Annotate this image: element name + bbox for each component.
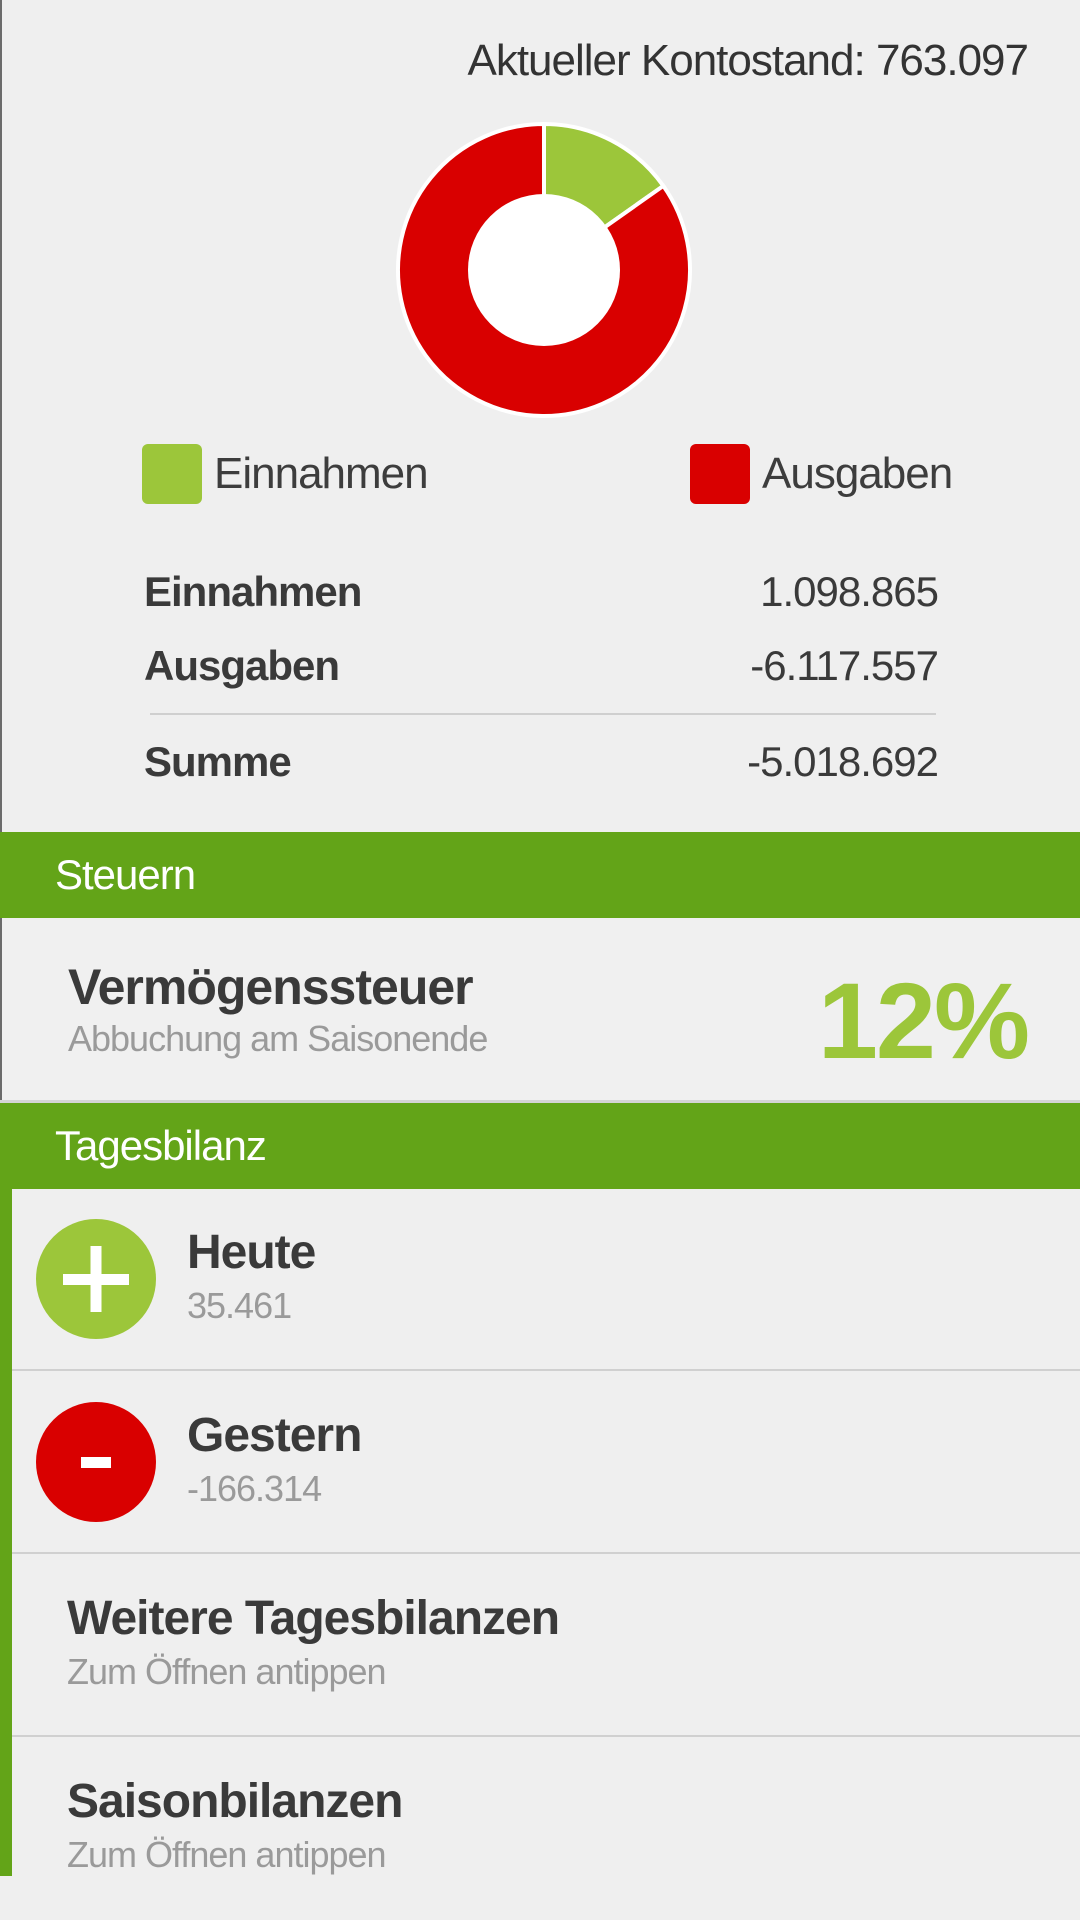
yesterday-value: -166.314 — [187, 1468, 322, 1509]
legend-income: Einnahmen — [142, 444, 429, 504]
income-label: Einnahmen — [144, 568, 362, 615]
more-daily-balances-title: Weitere Tagesbilanzen — [67, 1592, 560, 1645]
season-balances-title: Saisonbilanzen — [67, 1775, 403, 1828]
legend-income-label: Einnahmen — [214, 449, 429, 498]
expenses-label: Ausgaben — [144, 642, 340, 689]
list-item-more-daily-balances[interactable]: Weitere Tagesbilanzen Zum Öffnen antippe… — [12, 1555, 1080, 1737]
season-balances-subtitle: Zum Öffnen antippen — [67, 1834, 387, 1875]
more-daily-balances-subtitle: Zum Öffnen antippen — [67, 1651, 387, 1692]
donut-hole — [468, 194, 620, 346]
wealth-tax-card[interactable]: Vermögenssteuer Abbuchung am Saisonende … — [0, 918, 1080, 1101]
legend-expenses-swatch — [690, 444, 750, 504]
summary-panel: Aktueller Kontostand: 763.097 Einnahmen … — [0, 0, 1080, 832]
income-value: 1.098.865 — [760, 568, 939, 615]
sum-value: -5.018.692 — [747, 738, 939, 785]
legend-expenses-label: Ausgaben — [762, 449, 953, 498]
yesterday-title: Gestern — [187, 1409, 362, 1462]
wealth-tax-title: Vermögenssteuer — [68, 959, 474, 1015]
list-item-today[interactable]: Heute 35.461 — [12, 1189, 1080, 1371]
account-balance: Aktueller Kontostand: 763.097 — [467, 36, 1029, 85]
expenses-value: -6.117.557 — [750, 642, 939, 689]
plus-icon — [36, 1219, 156, 1339]
legend-income-swatch — [142, 444, 202, 504]
section-header-daily-balance: Tagesbilanz — [0, 1103, 1080, 1189]
today-title: Heute — [187, 1226, 316, 1279]
section-header-taxes: Steuern — [0, 832, 1080, 918]
list-item-yesterday[interactable]: Gestern -166.314 — [12, 1372, 1080, 1554]
expenses-row: Ausgaben -6.117.557 — [144, 642, 939, 690]
list-item-season-balances[interactable]: Saisonbilanzen Zum Öffnen antippen — [12, 1738, 1080, 1920]
daily-balance-list — [0, 1189, 1080, 1876]
list-accent-bar — [0, 1189, 12, 1876]
sum-row: Summe -5.018.692 — [144, 738, 939, 786]
income-row: Einnahmen 1.098.865 — [144, 568, 939, 616]
minus-icon — [36, 1402, 156, 1522]
today-value: 35.461 — [187, 1285, 292, 1326]
wealth-tax-percent: 12% — [817, 960, 1030, 1081]
legend-expenses: Ausgaben — [690, 444, 953, 504]
card-divider — [0, 1100, 1080, 1103]
income-expense-donut-chart — [396, 121, 692, 418]
sum-label: Summe — [144, 738, 292, 785]
sum-divider — [150, 713, 936, 715]
wealth-tax-subtitle: Abbuchung am Saisonende — [68, 1018, 488, 1059]
